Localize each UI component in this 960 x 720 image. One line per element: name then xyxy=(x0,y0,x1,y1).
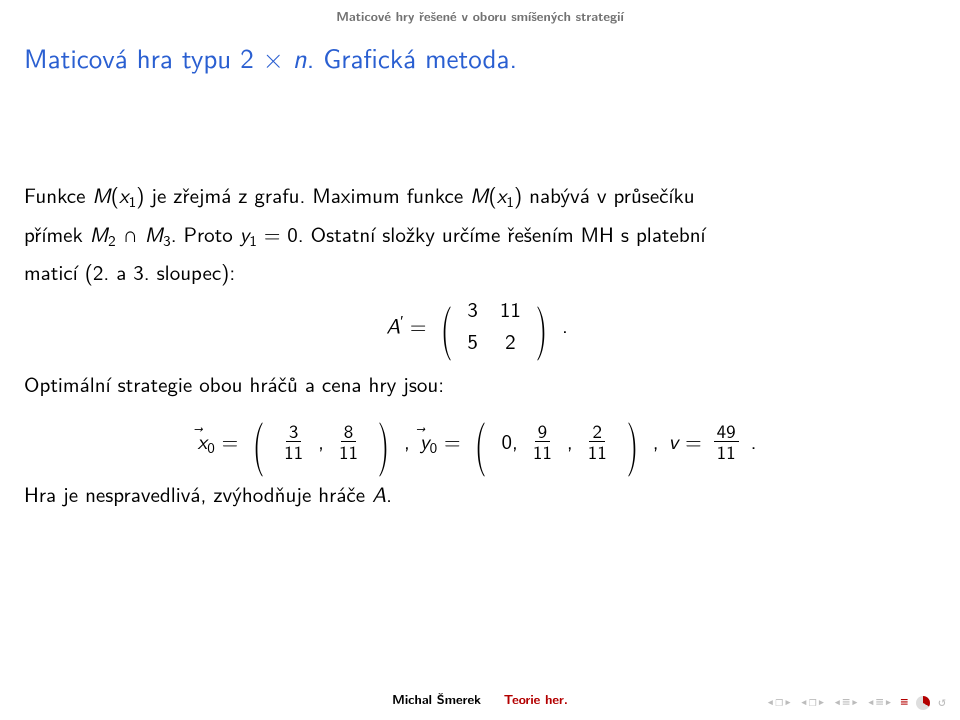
title-text-c: . Grafická metoda. xyxy=(307,38,517,77)
eq-comma2: , xyxy=(653,426,659,456)
matrix-body: 3 11 5 2 xyxy=(467,294,521,357)
p2-M2: M xyxy=(90,219,108,249)
page-title: Maticová hra typu 2 × n. Grafická metoda… xyxy=(24,38,517,77)
content: Funkce M(x1) je zřejmá z grafu. Maximum … xyxy=(24,180,930,516)
nav-bar2-icon: ≡ xyxy=(876,695,884,710)
frac-v: 4911 xyxy=(714,421,739,462)
nav-cl2-icon: ◂ xyxy=(867,695,875,710)
p2-y: y xyxy=(240,219,250,249)
footer-author: Michal Šmerek xyxy=(392,689,481,708)
y0-a-den: 11 xyxy=(530,442,555,462)
nav-cr2-icon: ▸ xyxy=(885,695,893,710)
nav-section-prev[interactable]: ◂ ≡ ▸ xyxy=(833,695,858,710)
eq-v: v xyxy=(669,426,679,456)
mat-11: 3 xyxy=(467,294,478,324)
p2-M3-sub: 3 xyxy=(163,228,171,250)
nav-fwd-icon: ▸ xyxy=(784,695,792,710)
paragraph-5: Hra je nespravedlivá, zvýhodňuje hráče A… xyxy=(24,479,930,509)
mat-21: 5 xyxy=(467,326,478,356)
paren-l2-icon: ( xyxy=(253,417,265,465)
p1-pc2: ) xyxy=(514,180,522,210)
nav-cl1-icon: ◂ xyxy=(833,695,841,710)
nav-bar1-icon: ≡ xyxy=(842,695,850,710)
vec-x0: x xyxy=(198,424,208,456)
paragraph-4: Optimální strategie obou hráčů a cena hr… xyxy=(24,369,930,399)
breadcrumb: Maticové hry řešené v oboru smíšených st… xyxy=(0,6,960,25)
paren-l3-icon: ( xyxy=(475,417,487,465)
paren-r2-icon: ) xyxy=(378,417,390,465)
matrix-period: . xyxy=(562,310,568,340)
nav-section-next[interactable]: ◂ ≡ ▸ xyxy=(867,695,892,710)
nav-box2-icon: ❐ xyxy=(809,695,817,710)
p1-x2: x xyxy=(497,180,507,210)
matrix-eq: = xyxy=(403,310,426,340)
matrix-A: A xyxy=(386,310,400,340)
slide: Maticové hry řešené v oboru smíšených st… xyxy=(0,0,960,720)
paragraph-3: maticí (2. a 3. sloupec): xyxy=(24,257,930,287)
paragraph-2: přímek M2 ∩ M3. Proto y1 = 0. Ostatní sl… xyxy=(24,219,930,252)
frac-y-b: 211 xyxy=(585,421,610,462)
eq-yeq: = xyxy=(437,426,460,456)
nav-controls: ◂ ❐ ▸ ◂ ❐ ▸ ◂ ≡ ▸ ◂ ≡ ▸ ≡ ↺ xyxy=(766,695,946,710)
vec-y0: y xyxy=(420,424,430,456)
matrix-equation: A′ = ( 3 11 5 2 ) . xyxy=(24,294,930,357)
p2-M3: M xyxy=(145,219,163,249)
nav-pr-icon: ▸ xyxy=(818,695,826,710)
p5-A: A xyxy=(372,479,386,509)
eq-comma1: , xyxy=(404,426,410,456)
x0-b-den: 11 xyxy=(336,442,361,462)
nav-prev-frame[interactable]: ◂ ❐ ▸ xyxy=(800,695,825,710)
v-den: 11 xyxy=(714,442,739,462)
eq-veq: = xyxy=(678,426,701,456)
p1-c: nabývá v průsečíku xyxy=(522,180,695,210)
comma-2: , xyxy=(567,426,573,456)
result-equation: x0 = ( 311 , 811 ) , y0 = ( 0, 911 , 211… xyxy=(24,417,930,465)
p2-b: . Proto xyxy=(171,219,240,249)
y0-zero: 0, xyxy=(501,426,517,456)
p1-x: x xyxy=(119,180,129,210)
vec-y0-sub: 0 xyxy=(430,436,438,458)
paren-right-icon: ) xyxy=(536,301,548,349)
nav-box1-icon: ❐ xyxy=(775,695,783,710)
comma-1: , xyxy=(318,426,324,456)
eq-xeq: = xyxy=(215,426,238,456)
frac-x-a: 311 xyxy=(281,421,306,462)
mat-22: 2 xyxy=(500,326,521,356)
p2-eq0: = 0. Ostatní složky určíme řešením MH s … xyxy=(257,219,706,249)
title-n: n xyxy=(293,38,307,77)
nav-loop-icon[interactable]: ↺ xyxy=(938,695,946,710)
nav-prev-slide[interactable]: ◂ ❐ ▸ xyxy=(766,695,791,710)
paren-left-icon: ( xyxy=(441,301,453,349)
p5-b: . xyxy=(386,479,392,509)
fn-M2: M xyxy=(470,180,488,210)
nav-progress-icon[interactable] xyxy=(916,696,930,710)
paragraph-1: Funkce M(x1) je zřejmá z grafu. Maximum … xyxy=(24,180,930,213)
p2-a: přímek xyxy=(24,219,90,249)
nav-goto-icon[interactable]: ≡ xyxy=(900,695,908,710)
vec-x0-sub: 0 xyxy=(207,436,215,458)
x0-a-den: 11 xyxy=(281,442,306,462)
p1-b: je zřejmá z grafu. Maximum funkce xyxy=(144,180,470,210)
paren-r3-icon: ) xyxy=(626,417,638,465)
frac-x-b: 811 xyxy=(336,421,361,462)
eq-period: . xyxy=(751,426,757,456)
footer-course: Teorie her. xyxy=(504,689,568,708)
p1-po: ( xyxy=(111,180,119,210)
p1-x2-sub: 1 xyxy=(506,190,514,212)
p2-cap: ∩ xyxy=(116,219,145,249)
fn-M1: M xyxy=(92,180,110,210)
frac-y-a: 911 xyxy=(530,421,555,462)
y0-b-den: 11 xyxy=(585,442,610,462)
nav-cr1-icon: ▸ xyxy=(851,695,859,710)
title-text-a: Maticová hra typu 2 × xyxy=(24,38,293,77)
p2-y-sub: 1 xyxy=(249,228,257,250)
p2-M2-sub: 2 xyxy=(108,228,116,250)
p1-a: Funkce xyxy=(24,180,92,210)
p1-po2: ( xyxy=(489,180,497,210)
nav-back-icon: ◂ xyxy=(766,695,774,710)
mat-12: 11 xyxy=(500,294,521,324)
p5-a: Hra je nespravedlivá, zvýhodňuje hráče xyxy=(24,479,372,509)
nav-pl-icon: ◂ xyxy=(800,695,808,710)
